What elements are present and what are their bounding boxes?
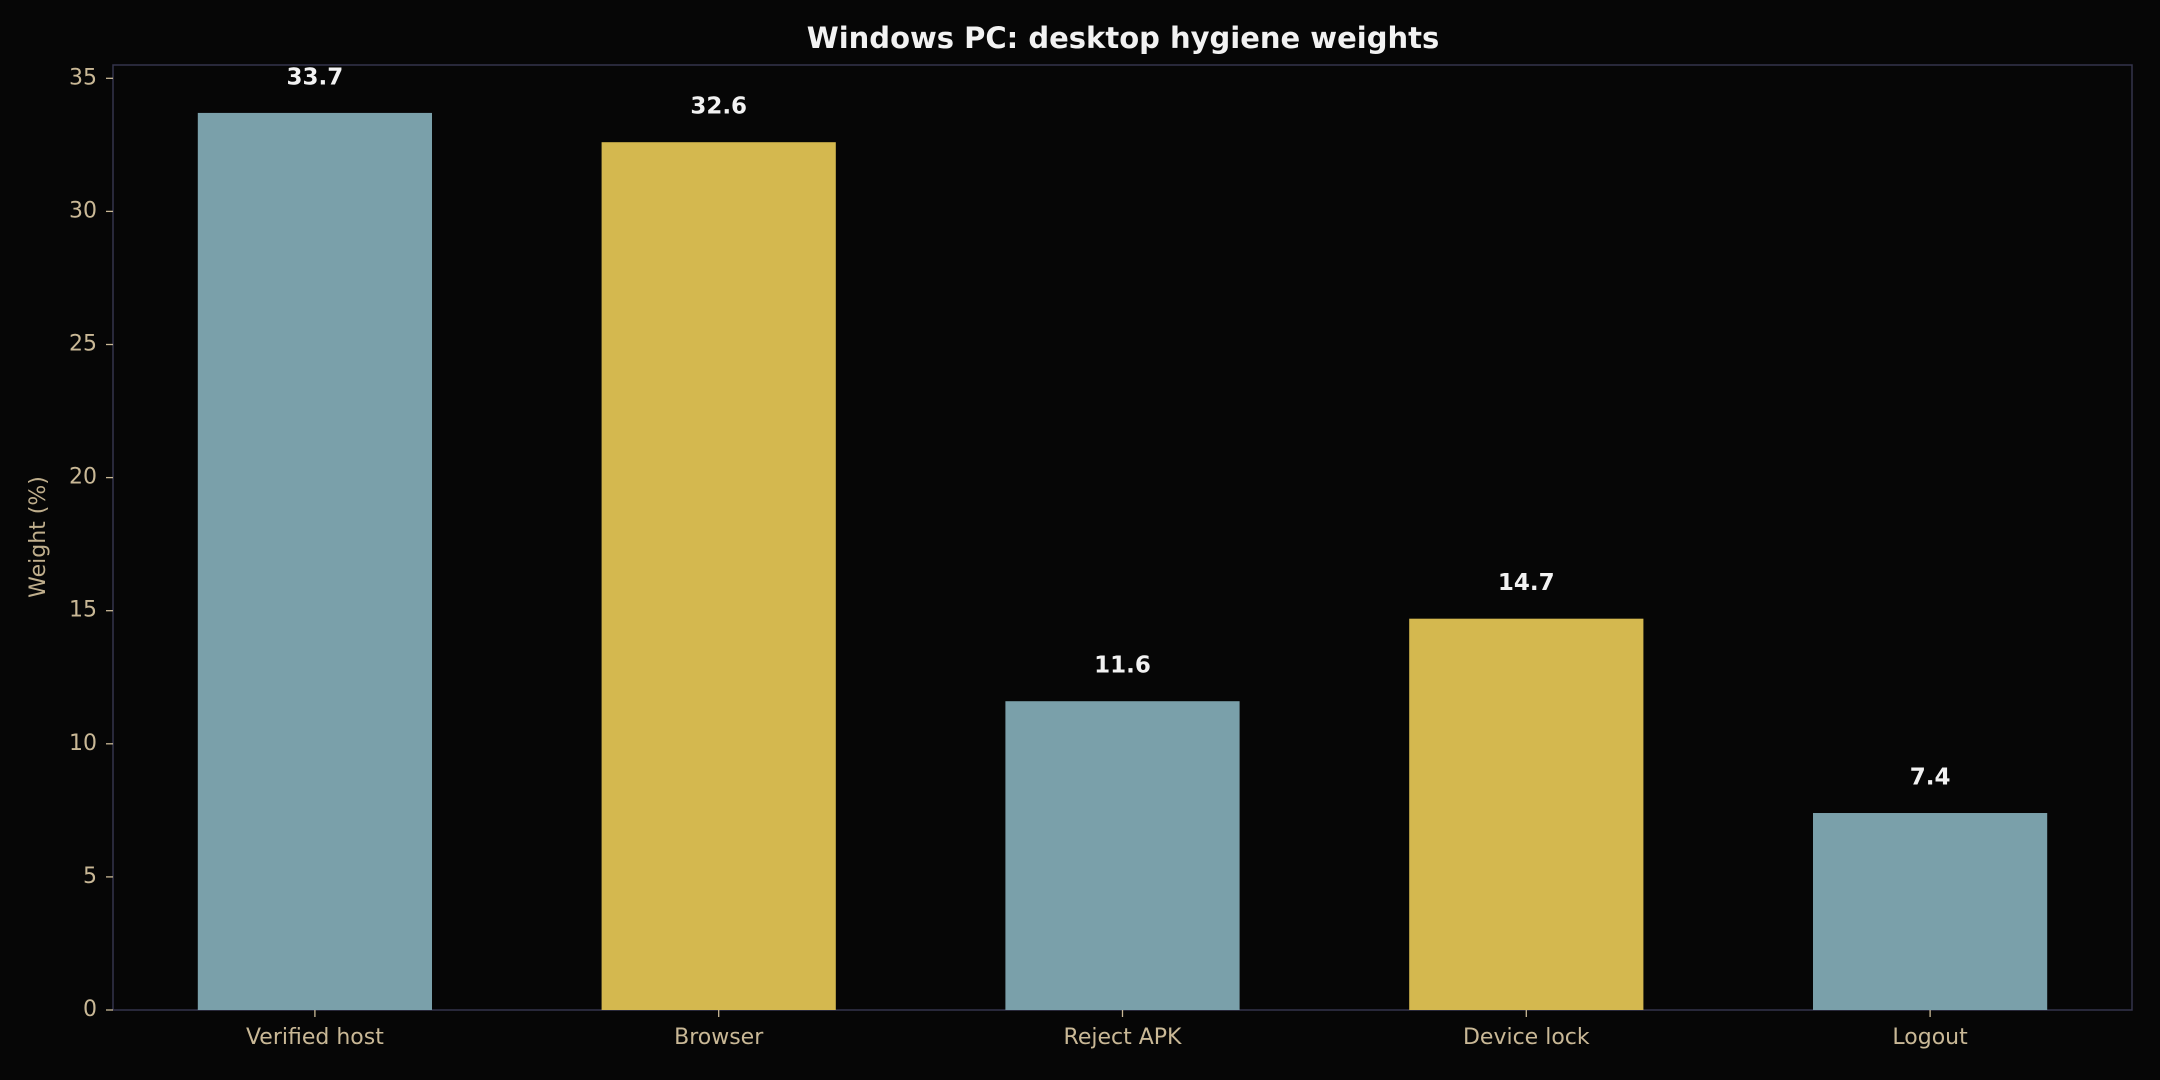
bar — [197, 112, 433, 1011]
y-tick-label: 35 — [69, 65, 97, 90]
y-tick-label: 5 — [83, 864, 97, 889]
x-tick-label: Verified host — [246, 1025, 384, 1050]
bar — [1812, 813, 2048, 1010]
x-tick-label: Device lock — [1463, 1025, 1590, 1050]
bar — [1409, 618, 1644, 1010]
x-tick-label: Reject APK — [1064, 1025, 1183, 1050]
bar — [1005, 701, 1240, 1010]
bar — [601, 142, 836, 1010]
value-label: 11.6 — [1094, 653, 1151, 679]
x-tick-label: Logout — [1892, 1025, 1968, 1050]
y-tick-label: 0 — [83, 997, 97, 1022]
value-label: 32.6 — [690, 94, 747, 120]
y-tick-label: 25 — [69, 332, 97, 357]
y-tick-label: 30 — [69, 198, 97, 223]
value-label: 7.4 — [1910, 765, 1951, 791]
x-tick-label: Browser — [674, 1025, 764, 1050]
chart-title: Windows PC: desktop hygiene weights — [807, 21, 1440, 55]
y-tick-label: 10 — [69, 731, 97, 756]
y-tick-label: 20 — [69, 465, 97, 490]
y-tick-label: 15 — [69, 598, 97, 623]
y-axis-label: Weight (%) — [26, 476, 51, 598]
value-label: 14.7 — [1498, 570, 1555, 596]
value-label: 33.7 — [287, 64, 344, 90]
